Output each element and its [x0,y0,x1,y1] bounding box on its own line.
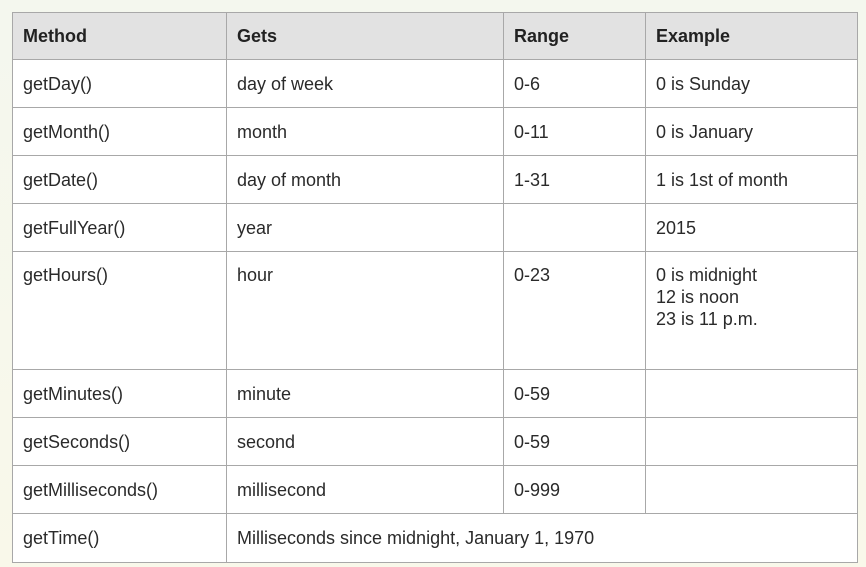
header-example: Example [645,12,858,60]
range-cell: 0-999 [503,465,646,514]
table-row: getDate() day of month 1-31 1 is 1st of … [12,155,858,204]
table-row: getFullYear() year 2015 [12,203,858,252]
table-row: getMilliseconds() millisecond 0-999 [12,465,858,514]
example-cell [645,465,858,514]
gets-cell: millisecond [226,465,504,514]
table-row: getTime() Milliseconds since midnight, J… [12,513,858,563]
example-cell [645,369,858,418]
method-cell: getFullYear() [12,203,227,252]
range-cell: 0-11 [503,107,646,156]
table-row: getHours() hour 0-23 0 is midnight 12 is… [12,251,858,370]
date-methods-table: Method Gets Range Example getDay() day o… [12,12,858,563]
range-cell: 0-6 [503,59,646,108]
example-line: 23 is 11 p.m. [656,309,758,329]
header-range: Range [503,12,646,60]
table-row: getMonth() month 0-11 0 is January [12,107,858,156]
gets-cell: minute [226,369,504,418]
method-cell: getMilliseconds() [12,465,227,514]
gets-cell: hour [226,251,504,370]
header-method: Method [12,12,227,60]
method-cell: getDay() [12,59,227,108]
example-line: 12 is noon [656,287,740,307]
method-cell: getMinutes() [12,369,227,418]
range-cell [503,203,646,252]
example-cell: 0 is Sunday [645,59,858,108]
table-row: getDay() day of week 0-6 0 is Sunday [12,59,858,108]
header-gets: Gets [226,12,504,60]
method-cell: getMonth() [12,107,227,156]
range-cell: 1-31 [503,155,646,204]
table-row: getSeconds() second 0-59 [12,417,858,466]
gets-cell: month [226,107,504,156]
gets-cell: day of week [226,59,504,108]
method-cell: getSeconds() [12,417,227,466]
example-cell: 0 is midnight 12 is noon 23 is 11 p.m. [645,251,858,370]
method-cell: getHours() [12,251,227,370]
range-cell: 0-59 [503,369,646,418]
example-cell: 2015 [645,203,858,252]
example-cell [645,417,858,466]
range-cell: 0-23 [503,251,646,370]
gets-cell: year [226,203,504,252]
method-cell: getDate() [12,155,227,204]
example-cell: 1 is 1st of month [645,155,858,204]
description-cell: Milliseconds since midnight, January 1, … [226,513,858,563]
example-line: 0 is midnight [656,265,758,285]
method-cell: getTime() [12,513,227,563]
example-cell: 0 is January [645,107,858,156]
range-cell: 0-59 [503,417,646,466]
table-row: getMinutes() minute 0-59 [12,369,858,418]
table-header-row: Method Gets Range Example [12,12,858,60]
gets-cell: day of month [226,155,504,204]
gets-cell: second [226,417,504,466]
